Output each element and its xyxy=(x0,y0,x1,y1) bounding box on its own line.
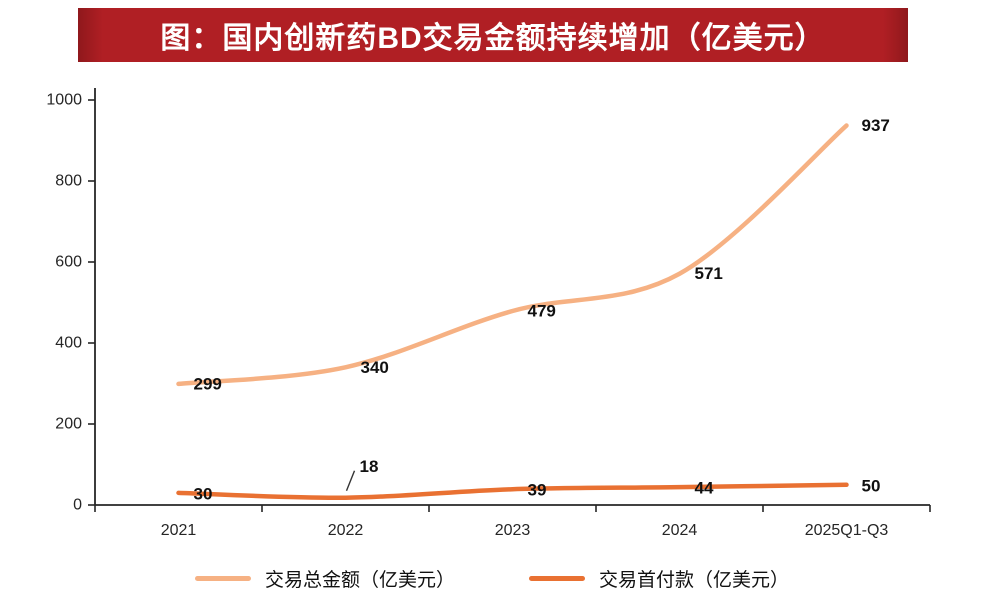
line-chart: 0 200 400 600 800 1000 2021 2022 2023 2024 2025Q1-… xyxy=(46,88,931,539)
data-label: 39 xyxy=(528,481,547,500)
chart-title-banner: 图：国内创新药BD交易金额持续增加（亿美元） xyxy=(78,8,908,62)
chart-legend: 交易总金额（亿美元） 交易首付款（亿美元） xyxy=(0,565,984,592)
x-tick-label: 2023 xyxy=(495,522,531,539)
y-tick-label: 1000 xyxy=(46,92,82,109)
legend-item-total: 交易总金额（亿美元） xyxy=(194,565,455,592)
chart-title: 图：国内创新药BD交易金额持续增加（亿美元） xyxy=(160,22,826,55)
y-tick-label: 0 xyxy=(73,497,82,514)
data-label: 18 xyxy=(360,457,379,476)
data-label: 340 xyxy=(361,358,389,377)
legend-item-downpayment: 交易首付款（亿美元） xyxy=(529,565,789,592)
data-label: 299 xyxy=(194,374,222,393)
x-tick-label: 2021 xyxy=(161,522,197,539)
data-label: 479 xyxy=(528,302,556,321)
series-line-1 xyxy=(176,482,849,501)
data-label: 44 xyxy=(695,479,714,498)
data-label: 937 xyxy=(862,116,890,135)
leader-line xyxy=(345,470,356,491)
y-tick-label: 800 xyxy=(55,173,82,190)
y-tick-label: 600 xyxy=(55,254,82,271)
x-tick-label: 2025Q1-Q3 xyxy=(805,522,889,539)
legend-line-downpayment-icon xyxy=(529,576,585,581)
legend-label-downpayment: 交易首付款（亿美元） xyxy=(599,570,790,591)
data-label: 50 xyxy=(862,476,881,495)
data-label: 571 xyxy=(695,264,723,283)
y-tick-label: 400 xyxy=(55,335,82,352)
y-tick-label: 200 xyxy=(55,416,82,433)
series-line-0 xyxy=(176,123,849,387)
legend-label-total: 交易总金额（亿美元） xyxy=(264,570,455,591)
x-tick-label: 2022 xyxy=(328,522,364,539)
legend-line-total-icon xyxy=(194,576,251,581)
x-tick-label: 2024 xyxy=(662,522,698,539)
data-label: 30 xyxy=(194,484,213,503)
